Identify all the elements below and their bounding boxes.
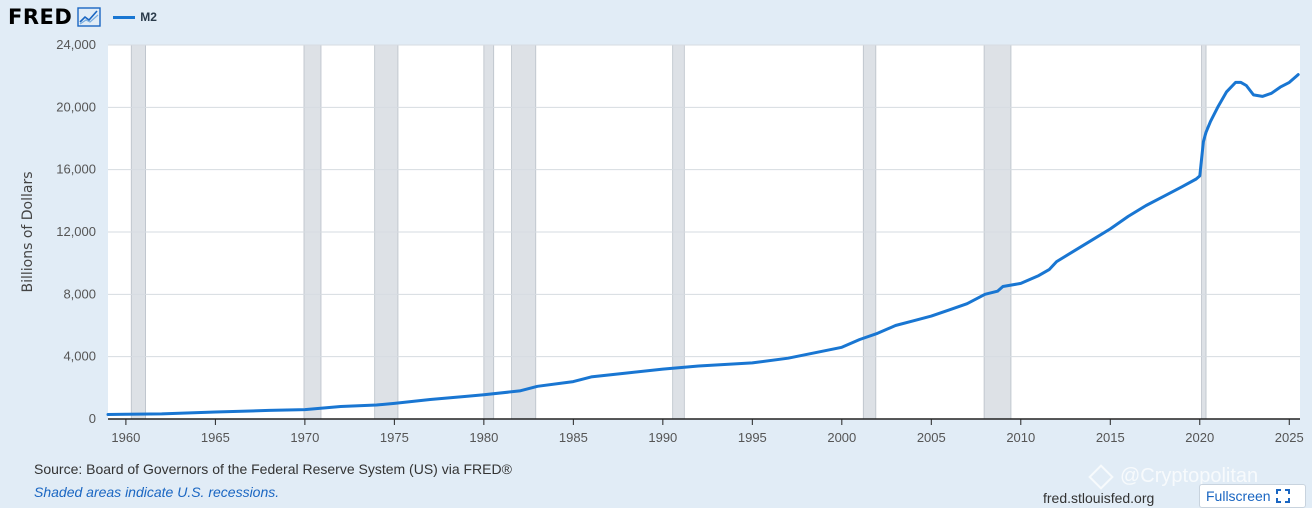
recession-note: Shaded areas indicate U.S. recessions. bbox=[34, 484, 280, 500]
x-tick-label: 2020 bbox=[1185, 430, 1214, 445]
binance-diamond-icon bbox=[1088, 463, 1114, 490]
line-chart-icon bbox=[77, 7, 101, 27]
x-tick-label: 2025 bbox=[1275, 430, 1304, 445]
watermark: @Cryptopolitan bbox=[1088, 463, 1259, 490]
y-tick-label: 16,000 bbox=[56, 162, 96, 177]
watermark-text: @Cryptopolitan bbox=[1120, 465, 1259, 487]
x-tick-label: 2000 bbox=[827, 430, 856, 445]
x-tick-label: 2015 bbox=[1096, 430, 1125, 445]
fullscreen-label: Fullscreen bbox=[1206, 488, 1271, 504]
source-citation: Source: Board of Governors of the Federa… bbox=[34, 461, 512, 477]
x-tick-label: 2010 bbox=[1006, 430, 1035, 445]
fullscreen-button[interactable]: Fullscreen bbox=[1199, 484, 1306, 508]
y-tick-label: 8,000 bbox=[63, 286, 96, 301]
y-axis-ticks: 0 4,000 8,000 12,000 16,000 20,000 24,000 bbox=[56, 37, 96, 426]
y-tick-label: 4,000 bbox=[63, 349, 96, 364]
fred-logo[interactable]: FRED bbox=[8, 5, 73, 29]
y-tick-label: 0 bbox=[89, 411, 96, 426]
x-tick-label: 1980 bbox=[469, 430, 498, 445]
chart-header: FRED M2 bbox=[8, 2, 157, 32]
expand-icon bbox=[1275, 489, 1290, 503]
site-url[interactable]: fred.stlouisfed.org bbox=[1043, 490, 1155, 506]
legend: M2 bbox=[113, 10, 157, 24]
y-axis-title: Billions of Dollars bbox=[20, 171, 36, 292]
x-tick-label: 1985 bbox=[559, 430, 588, 445]
x-tick-label: 2005 bbox=[917, 430, 946, 445]
y-tick-label: 20,000 bbox=[56, 99, 96, 114]
x-tick-label: 1995 bbox=[738, 430, 767, 445]
x-tick-label: 1990 bbox=[648, 430, 677, 445]
x-tick-label: 1975 bbox=[380, 430, 409, 445]
x-tick-label: 1960 bbox=[111, 430, 140, 445]
line-chart: 0 4,000 8,000 12,000 16,000 20,000 24,000 1960… bbox=[20, 37, 1304, 445]
x-tick-label: 1970 bbox=[290, 430, 319, 445]
y-tick-label: 12,000 bbox=[56, 224, 96, 239]
x-axis-ticks: 1960 1965 1970 1975 1980 1985 1990 1995 2000 2005… bbox=[111, 419, 1304, 445]
legend-swatch-m2 bbox=[113, 15, 136, 19]
grid-lines bbox=[108, 44, 1300, 358]
series-line-m2 bbox=[106, 73, 1300, 416]
legend-label-m2: M2 bbox=[140, 10, 157, 24]
x-tick-label: 1965 bbox=[201, 430, 230, 445]
y-tick-label: 24,000 bbox=[56, 37, 96, 52]
